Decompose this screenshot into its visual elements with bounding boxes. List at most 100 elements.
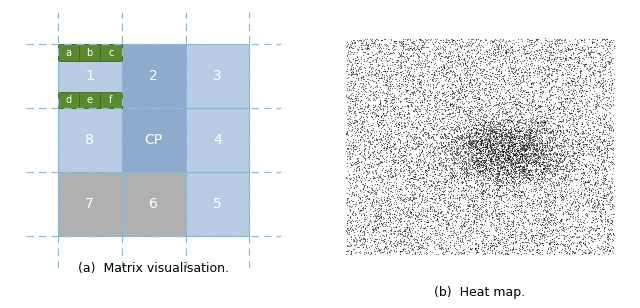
Point [568, 92, 578, 97]
Point [388, 221, 399, 226]
Point [533, 151, 543, 156]
Point [518, 242, 528, 247]
Point [344, 68, 355, 73]
Point [519, 117, 529, 122]
Point [376, 194, 386, 199]
Point [497, 144, 507, 149]
Point [399, 228, 409, 233]
Point [353, 197, 364, 202]
Point [499, 182, 509, 187]
Point [494, 157, 504, 162]
Point [582, 144, 592, 149]
Point [594, 225, 604, 230]
Point [513, 168, 523, 172]
Point [516, 207, 526, 212]
Point [519, 169, 529, 174]
Point [482, 140, 492, 144]
Point [516, 125, 527, 130]
Point [460, 50, 470, 55]
Point [347, 198, 357, 203]
Point [529, 62, 539, 67]
Point [394, 217, 404, 222]
Point [499, 102, 509, 107]
Point [484, 120, 495, 125]
Point [346, 79, 356, 84]
Point [474, 103, 484, 108]
Point [507, 210, 517, 215]
Point [460, 40, 470, 45]
Point [582, 244, 592, 249]
Point [430, 186, 440, 191]
Point [515, 180, 525, 184]
Point [470, 165, 480, 170]
Point [494, 169, 504, 174]
Point [465, 78, 476, 83]
Point [435, 117, 445, 122]
Point [356, 76, 367, 81]
Point [593, 201, 603, 206]
Point [535, 235, 545, 240]
Point [417, 132, 428, 137]
Point [560, 248, 570, 253]
Point [408, 213, 418, 217]
Point [499, 164, 509, 168]
Point [547, 111, 557, 116]
Point [493, 186, 504, 191]
Point [456, 168, 467, 172]
Point [573, 214, 583, 219]
Point [385, 74, 396, 79]
Point [413, 176, 424, 180]
Point [348, 106, 358, 111]
Point [578, 233, 588, 238]
Point [582, 97, 592, 102]
Point [483, 120, 493, 125]
Point [511, 148, 522, 152]
Point [436, 245, 447, 250]
Point [426, 107, 436, 112]
Point [442, 177, 452, 182]
Point [348, 146, 358, 151]
Point [430, 152, 440, 157]
Point [539, 165, 549, 170]
Point [376, 117, 387, 122]
Point [578, 129, 588, 134]
Point [522, 58, 532, 63]
Point [570, 42, 580, 47]
Point [465, 223, 475, 228]
Point [419, 163, 429, 168]
Point [565, 97, 575, 102]
Point [463, 209, 473, 213]
Point [359, 82, 369, 87]
Point [514, 174, 524, 179]
Point [531, 148, 541, 153]
Point [417, 192, 427, 197]
Point [560, 173, 570, 178]
Point [483, 148, 493, 153]
Point [480, 139, 490, 144]
Point [538, 212, 548, 217]
Point [343, 146, 353, 151]
Point [356, 46, 367, 51]
Point [514, 50, 524, 55]
Point [418, 143, 428, 148]
Point [552, 129, 562, 134]
Point [385, 55, 396, 60]
Point [364, 170, 374, 175]
Point [577, 174, 587, 179]
Point [588, 72, 598, 77]
Point [600, 101, 611, 106]
Point [511, 164, 521, 169]
Point [540, 233, 550, 237]
Point [447, 52, 457, 57]
Point [529, 145, 539, 150]
Point [529, 98, 539, 103]
Point [429, 116, 440, 121]
Point [390, 121, 400, 126]
Point [520, 79, 531, 84]
Point [356, 122, 366, 127]
Point [487, 158, 497, 163]
Point [472, 77, 482, 82]
Point [485, 87, 495, 92]
Point [540, 218, 550, 223]
Point [359, 164, 369, 169]
